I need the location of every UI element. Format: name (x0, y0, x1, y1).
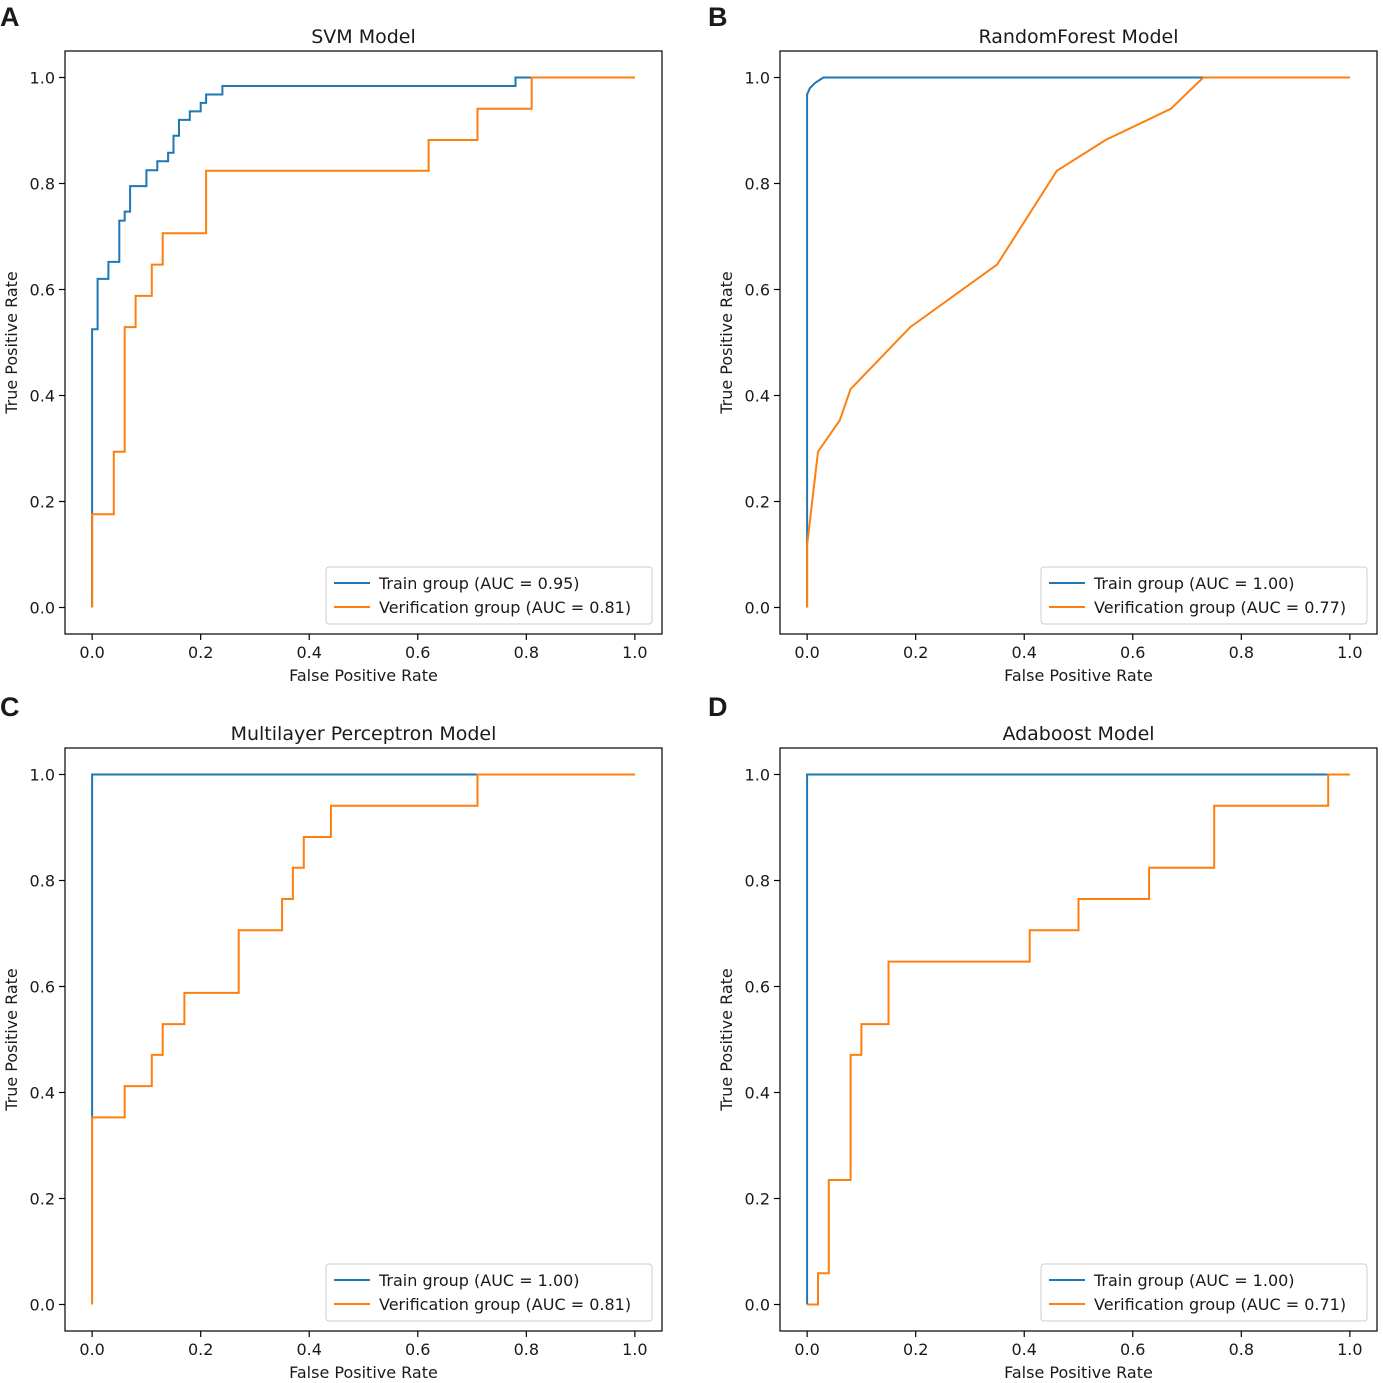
y-tick-label: 0.8 (30, 175, 55, 194)
y-tick-label: 0.4 (30, 387, 55, 406)
x-tick-label: 0.0 (79, 1340, 104, 1359)
y-tick-label: 0.0 (745, 599, 770, 618)
x-axis-label: False Positive Rate (289, 1363, 438, 1382)
panel-c: C Multilayer Perceptron Model 0.0 0.2 0.4 0.6… (0, 692, 663, 1382)
x-tick-label: 0.6 (1120, 1340, 1145, 1359)
series-line-verification (91, 76, 635, 608)
series-line-train (91, 76, 635, 608)
x-tick-label: 0.8 (1229, 1340, 1254, 1359)
y-tick-label: 0.0 (30, 1296, 55, 1315)
legend-box (1040, 1263, 1368, 1322)
legend: Train group (AUC = 1.00) Verification gro… (325, 1263, 653, 1322)
x-tick-label: 0.4 (1012, 1340, 1037, 1359)
y-tick-label: 1.0 (745, 69, 770, 88)
y-tick-label: 0.4 (745, 387, 770, 406)
x-tick-label: 0.2 (903, 1340, 928, 1359)
x-axis-label: False Positive Rate (289, 666, 438, 685)
y-tick-label: 0.6 (30, 978, 55, 997)
legend: Train group (AUC = 0.95) Verification gro… (325, 566, 653, 625)
series-line-verification (806, 76, 1350, 608)
y-tick-label: 0.8 (30, 872, 55, 891)
y-tick-label: 0.8 (745, 872, 770, 891)
x-tick-label: 0.0 (794, 643, 819, 662)
axes-frame (64, 747, 663, 1332)
legend: Train group (AUC = 1.00) Verification gro… (1040, 566, 1368, 625)
legend-label: Verification group (AUC = 0.71) (1094, 1295, 1346, 1314)
panel-a: A SVM Model 0.0 0.2 0.4 0.6 0.8 1.0 0.0 0.2 0.4 0.6… (0, 2, 663, 685)
x-tick-label: 0.4 (1012, 643, 1037, 662)
x-tick-label: 1.0 (1337, 643, 1362, 662)
y-tick-label: 0.2 (745, 493, 770, 512)
chart-title: Multilayer Perceptron Model (231, 723, 497, 745)
axes-frame (64, 50, 663, 635)
x-tick-label: 0.4 (297, 1340, 322, 1359)
series-line-train (806, 76, 1350, 608)
legend-box (325, 1263, 653, 1322)
y-tick-label: 0.0 (30, 599, 55, 618)
y-tick-label: 1.0 (30, 69, 55, 88)
legend-label: Train group (AUC = 1.00) (378, 1271, 580, 1290)
y-tick-label: 1.0 (30, 766, 55, 785)
y-axis-label: True Positive Rate (2, 968, 21, 1112)
panel-letter: B (708, 2, 728, 32)
chart-title: SVM Model (311, 26, 416, 48)
x-tick-label: 0.8 (1229, 643, 1254, 662)
series-line-verification (807, 773, 1350, 1306)
legend-box (1040, 566, 1368, 625)
series-line-train (806, 773, 1330, 1305)
x-axis-label: False Positive Rate (1004, 666, 1153, 685)
y-tick-label: 0.8 (745, 175, 770, 194)
axes-frame (779, 50, 1378, 635)
x-tick-label: 0.6 (405, 1340, 430, 1359)
x-tick-label: 1.0 (1337, 1340, 1362, 1359)
x-tick-label: 0.8 (514, 643, 539, 662)
series-line-verification (91, 773, 635, 1305)
x-tick-label: 0.2 (903, 643, 928, 662)
legend-box (325, 566, 653, 625)
panel-letter: C (0, 692, 20, 722)
y-tick-label: 0.6 (30, 281, 55, 300)
x-tick-label: 0.2 (188, 1340, 213, 1359)
y-axis-label: True Positive Rate (2, 271, 21, 415)
legend-label: Train group (AUC = 1.00) (1093, 574, 1295, 593)
x-tick-label: 0.0 (794, 1340, 819, 1359)
axes-frame (779, 747, 1378, 1332)
y-tick-label: 0.6 (745, 978, 770, 997)
y-tick-label: 0.0 (745, 1296, 770, 1315)
chart-title: Adaboost Model (1002, 723, 1154, 745)
y-tick-label: 0.2 (30, 493, 55, 512)
legend-label: Verification group (AUC = 0.81) (379, 598, 631, 617)
y-tick-label: 1.0 (745, 766, 770, 785)
x-tick-label: 0.6 (405, 643, 430, 662)
y-tick-label: 0.2 (30, 1190, 55, 1209)
x-tick-label: 0.8 (514, 1340, 539, 1359)
legend-label: Train group (AUC = 0.95) (378, 574, 580, 593)
legend-label: Verification group (AUC = 0.81) (379, 1295, 631, 1314)
x-tick-label: 0.2 (188, 643, 213, 662)
x-tick-label: 0.6 (1120, 643, 1145, 662)
y-tick-label: 0.6 (745, 281, 770, 300)
x-tick-label: 1.0 (622, 643, 647, 662)
x-tick-label: 0.4 (297, 643, 322, 662)
y-tick-label: 0.4 (745, 1084, 770, 1103)
chart-title: RandomForest Model (978, 26, 1178, 48)
x-tick-label: 0.0 (79, 643, 104, 662)
y-axis-label: True Positive Rate (717, 968, 736, 1112)
series-line-train (91, 773, 635, 1119)
x-axis-label: False Positive Rate (1004, 1363, 1153, 1382)
y-axis-label: True Positive Rate (717, 271, 736, 415)
legend: Train group (AUC = 1.00) Verification gro… (1040, 1263, 1368, 1322)
legend-label: Verification group (AUC = 0.77) (1094, 598, 1346, 617)
panel-b: B RandomForest Model 0.0 0.2 0.4 0.6 0.8 1.0 0.0… (708, 2, 1378, 685)
panel-letter: A (0, 2, 20, 32)
y-tick-label: 0.4 (30, 1084, 55, 1103)
y-tick-label: 0.2 (745, 1190, 770, 1209)
panel-letter: D (708, 692, 728, 722)
panel-d: D Adaboost Model 0.0 0.2 0.4 0.6 0.8 1.0 0.0 0.2 0… (708, 692, 1378, 1382)
x-tick-label: 1.0 (622, 1340, 647, 1359)
legend-label: Train group (AUC = 1.00) (1093, 1271, 1295, 1290)
